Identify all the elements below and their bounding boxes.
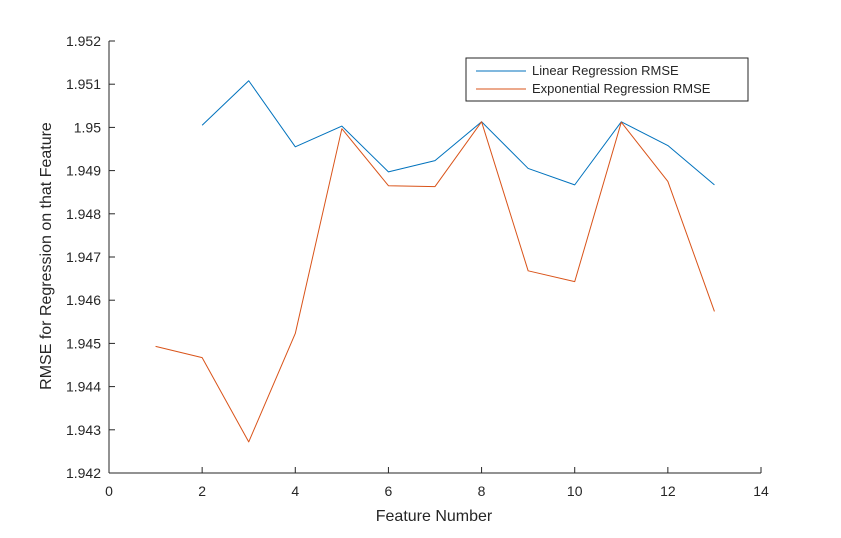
legend-box: [465, 57, 749, 102]
series-lines: [155, 80, 715, 443]
series-line-linear: [201, 80, 715, 186]
ticks: 0 2 4 6 8 10 12 14 1.942 1.943 1.944 1.945 1.946 1.94…: [66, 33, 769, 499]
y-tick-label: 1.947: [66, 249, 101, 265]
y-tick-label: 1.944: [66, 379, 101, 395]
x-tick-label: 10: [567, 483, 583, 499]
x-tick-label: 6: [385, 483, 393, 499]
y-axis-label: RMSE for Regression on that Feature: [38, 122, 55, 390]
y-tick-label: 1.951: [66, 76, 101, 92]
axes: [108, 41, 761, 474]
x-tick-label: 4: [291, 483, 299, 499]
y-tick-label: 1.943: [66, 422, 101, 438]
x-tick-label: 0: [105, 483, 113, 499]
y-tick-label: 1.942: [66, 465, 101, 481]
legend-label-exponential: Exponential Regression RMSE: [532, 81, 711, 96]
y-tick-label: 1.948: [66, 206, 101, 222]
series-line-exponential: [155, 121, 715, 443]
x-tick-label: 12: [660, 483, 676, 499]
x-tick-label: 2: [198, 483, 206, 499]
y-tick-label: 1.95: [74, 119, 101, 135]
legend-label-linear: Linear Regression RMSE: [532, 63, 679, 78]
x-axis-label: Feature Number: [376, 508, 493, 525]
y-tick-label: 1.949: [66, 163, 101, 179]
x-tick-label: 14: [753, 483, 769, 499]
y-tick-label: 1.946: [66, 292, 101, 308]
x-tick-label: 8: [478, 483, 486, 499]
y-tick-label: 1.945: [66, 335, 101, 351]
y-tick-label: 1.952: [66, 33, 101, 49]
legend: Linear Regression RMSE Exponential Regre…: [465, 57, 749, 102]
